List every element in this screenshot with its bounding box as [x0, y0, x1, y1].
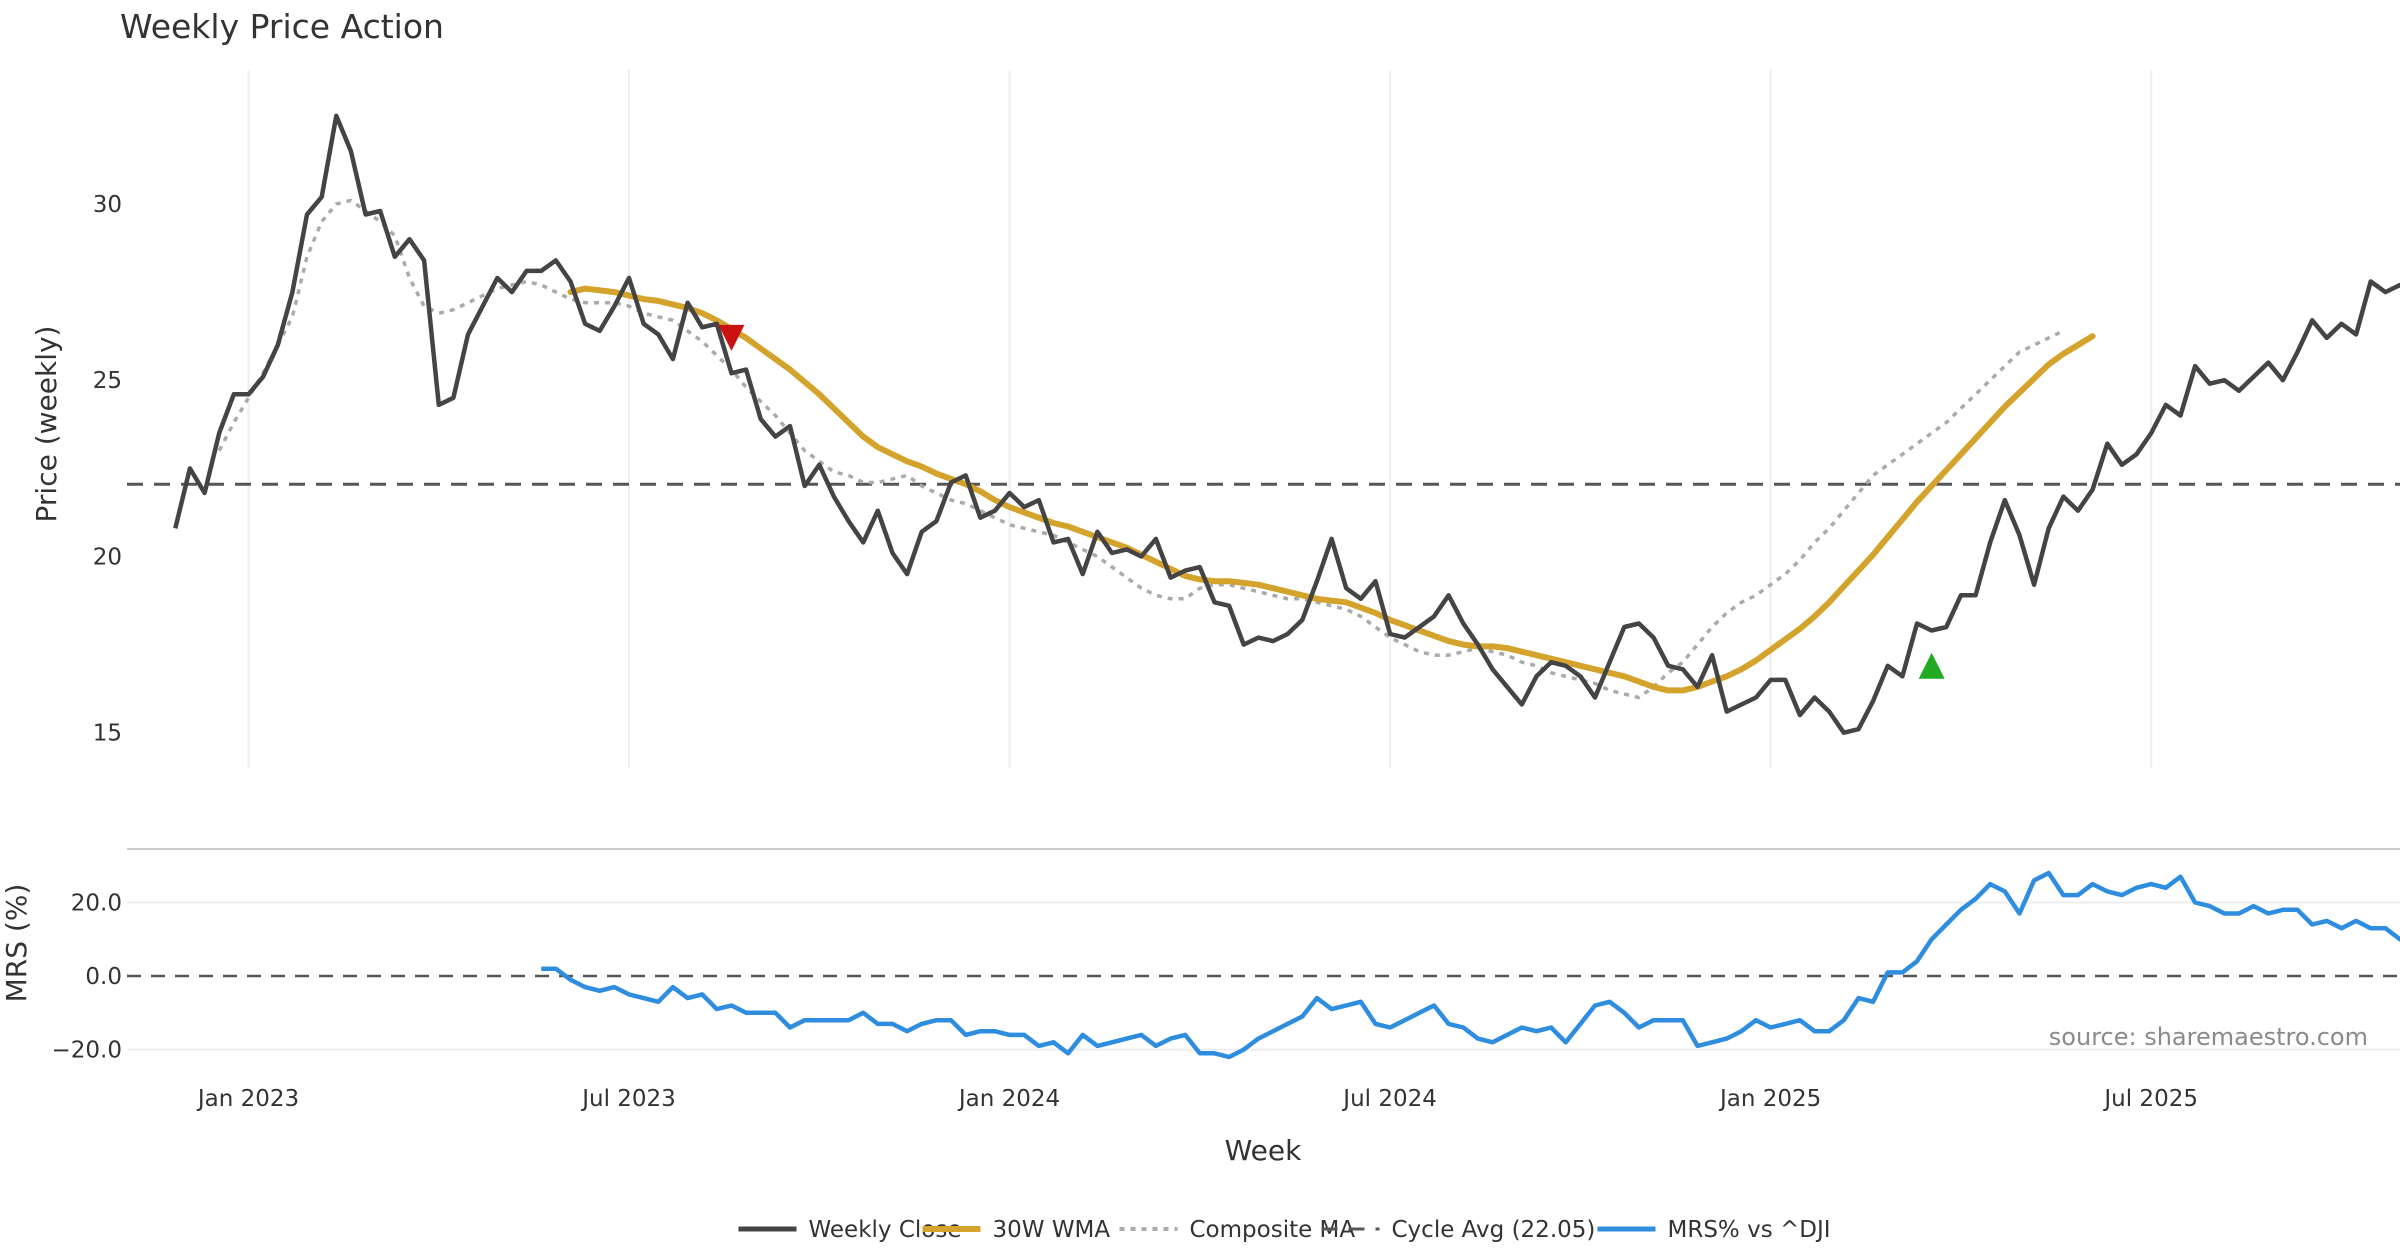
x-tick-label: Jul 2023 [580, 1086, 676, 1112]
price-y-tick-labels: 15 20 25 30 [93, 192, 122, 747]
legend-item: Weekly Close [738, 1217, 961, 1243]
signal-markers [718, 324, 1945, 679]
mrs-y-tick-labels: 20.0 0.0 −20.0 [52, 890, 122, 1063]
wma-30w-line [567, 285, 2096, 694]
mrs-y-axis-label: MRS (%) [0, 884, 33, 1003]
x-axis-label: Week [1225, 1134, 1302, 1167]
sell-signal-marker [718, 324, 745, 351]
mrs-gridlines [127, 901, 2400, 1051]
weekly-close-line [173, 113, 2400, 735]
composite-ma-line [217, 198, 2065, 700]
legend-item: 30W WMA [922, 1217, 1111, 1243]
legend-label: Cycle Avg (22.05) [1392, 1217, 1596, 1243]
mrs-y-tick-label: 0.0 [85, 964, 122, 990]
buy-signal-marker [1918, 652, 1945, 679]
price-y-tick-label: 15 [93, 721, 122, 747]
source-label: source: sharemaestro.com [2049, 1023, 2368, 1051]
price-y-tick-label: 20 [93, 544, 122, 570]
price-panel: 15 20 25 30 Price (weekly) [30, 70, 2400, 768]
mrs-y-tick-label: −20.0 [52, 1038, 122, 1064]
x-tick-label: Jan 2023 [196, 1086, 299, 1112]
legend-item: MRS% vs ^DJI [1597, 1217, 1831, 1243]
legend-label: 30W WMA [993, 1217, 1111, 1243]
chart-title: Weekly Price Action [120, 7, 444, 46]
x-tick-label: Jan 2025 [1718, 1086, 1821, 1112]
price-gridlines [247, 70, 2153, 768]
x-tick-label: Jul 2024 [1341, 1086, 1437, 1112]
x-tick-label: Jul 2025 [2102, 1086, 2198, 1112]
mrs-y-tick-label: 20.0 [71, 890, 122, 916]
legend-label: MRS% vs ^DJI [1668, 1217, 1831, 1243]
mrs-panel: 20.0 0.0 −20.0 MRS (%) source: sharemaestr… [0, 870, 2400, 1064]
x-tick-labels: Jan 2023 Jul 2023 Jan 2024 Jul 2024 Jan 2025… [196, 1086, 2198, 1112]
x-tick-label: Jan 2024 [957, 1086, 1060, 1112]
price-y-tick-label: 25 [93, 368, 122, 394]
price-y-axis-label: Price (weekly) [30, 326, 63, 523]
legend-item: Cycle Avg (22.05) [1321, 1217, 1596, 1243]
price-y-tick-label: 30 [93, 192, 122, 218]
mrs-line [541, 870, 2400, 1060]
legend: Weekly Close 30W WMA Composite MA Cycle Avg… [738, 1217, 1831, 1243]
legend-item: Composite MA [1119, 1217, 1355, 1243]
